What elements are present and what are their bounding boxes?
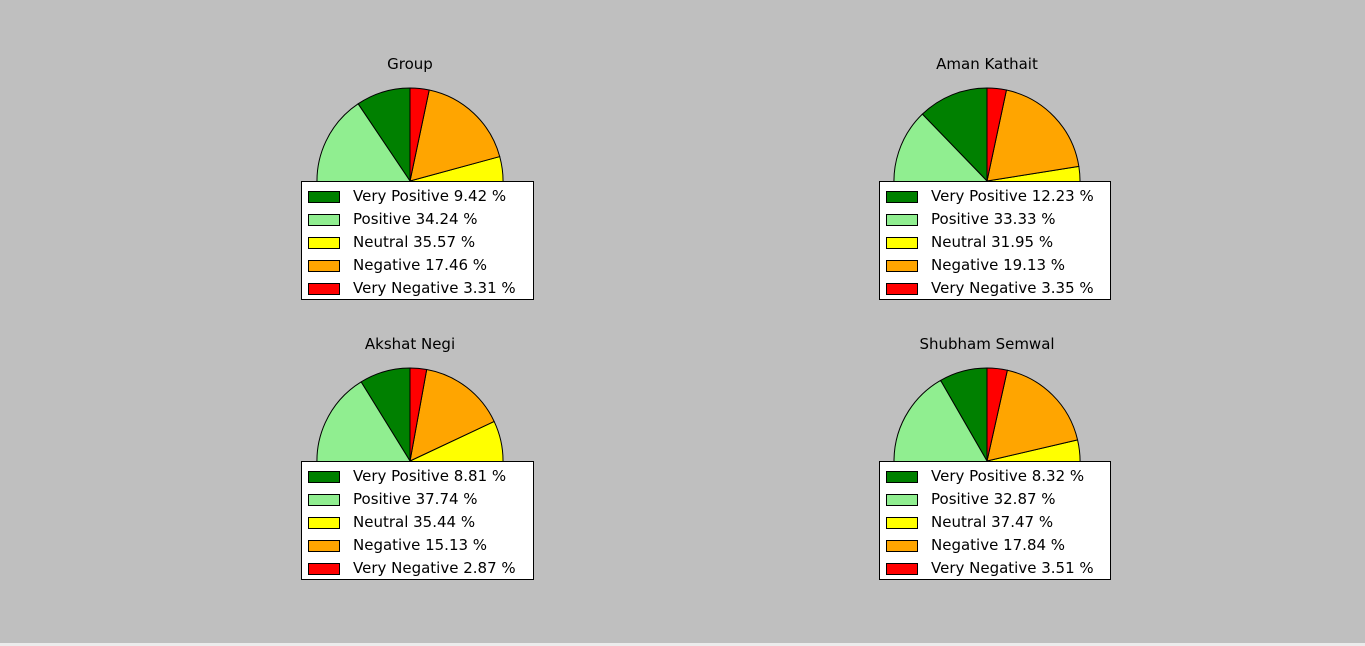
legend-swatch	[886, 494, 918, 506]
legend-label: Neutral 37.47 %	[931, 513, 1054, 531]
legend-swatch	[308, 540, 340, 552]
legend-item: Very Negative 3.31 %	[302, 277, 533, 300]
legend-item: Positive 32.87 %	[880, 488, 1110, 511]
pie-chart-akshat-negi: Akshat Negi Very Positive 8.81 % Positiv…	[290, 290, 534, 580]
legend-swatch	[886, 517, 918, 529]
legend-item: Very Negative 2.87 %	[302, 557, 533, 580]
legend-swatch	[886, 283, 918, 295]
legend-item: Positive 33.33 %	[880, 208, 1110, 231]
legend-group: Very Positive 9.42 % Positive 34.24 % Ne…	[301, 181, 534, 300]
legend-swatch	[308, 494, 340, 506]
legend-label: Positive 33.33 %	[931, 210, 1056, 228]
legend-label: Very Negative 3.31 %	[353, 279, 516, 297]
chart-title-shubham-semwal: Shubham Semwal	[919, 335, 1055, 353]
legend-label: Very Negative 3.51 %	[931, 559, 1094, 577]
legend-shubham-semwal: Very Positive 8.32 % Positive 32.87 % Ne…	[879, 461, 1111, 580]
legend-swatch	[308, 214, 340, 226]
legend-item: Very Negative 3.51 %	[880, 557, 1110, 580]
legend-swatch	[308, 191, 340, 203]
window-bottom-edge	[0, 643, 1365, 646]
legend-swatch	[886, 214, 918, 226]
legend-item: Negative 19.13 %	[880, 254, 1110, 277]
legend-label: Positive 34.24 %	[353, 210, 478, 228]
legend-item: Neutral 35.57 %	[302, 231, 533, 254]
legend-swatch	[886, 471, 918, 483]
legend-item: Very Positive 8.32 %	[880, 465, 1110, 488]
chart-title-aman-kathait: Aman Kathait	[936, 55, 1038, 73]
legend-label: Negative 15.13 %	[353, 536, 488, 554]
legend-label: Negative 17.46 %	[353, 256, 488, 274]
legend-label: Negative 19.13 %	[931, 256, 1066, 274]
legend-akshat-negi: Very Positive 8.81 % Positive 37.74 % Ne…	[301, 461, 534, 580]
legend-item: Very Positive 9.42 %	[302, 185, 533, 208]
legend-label: Very Positive 8.81 %	[353, 467, 507, 485]
legend-label: Very Positive 12.23 %	[931, 187, 1094, 205]
legend-label: Negative 17.84 %	[931, 536, 1066, 554]
legend-swatch	[308, 283, 340, 295]
legend-label: Positive 37.74 %	[353, 490, 478, 508]
legend-item: Very Negative 3.35 %	[880, 277, 1110, 300]
legend-label: Very Negative 2.87 %	[353, 559, 516, 577]
legend-item: Negative 17.84 %	[880, 534, 1110, 557]
pie-slice-4	[986, 369, 1079, 462]
legend-swatch	[886, 237, 918, 249]
chart-title-group: Group	[387, 55, 433, 73]
pie-slice-1	[921, 87, 988, 182]
legend-label: Very Negative 3.35 %	[931, 279, 1094, 297]
pie-chart-group: Group Very Positive 9.42 % Positive 34.2…	[290, 10, 534, 300]
legend-label: Positive 32.87 %	[931, 490, 1056, 508]
pie-slice-4	[409, 369, 495, 462]
legend-swatch	[886, 563, 918, 575]
legend-label: Neutral 35.44 %	[353, 513, 476, 531]
legend-swatch	[308, 260, 340, 272]
pie-slice-4	[986, 89, 1080, 182]
legend-swatch	[886, 191, 918, 203]
legend-swatch	[886, 540, 918, 552]
legend-item: Very Positive 8.81 %	[302, 465, 533, 488]
legend-aman-kathait: Very Positive 12.23 % Positive 33.33 % N…	[879, 181, 1111, 300]
legend-swatch	[308, 563, 340, 575]
legend-item: Negative 17.46 %	[302, 254, 533, 277]
legend-label: Very Positive 9.42 %	[353, 187, 507, 205]
legend-swatch	[308, 517, 340, 529]
legend-item: Positive 37.74 %	[302, 488, 533, 511]
legend-item: Negative 15.13 %	[302, 534, 533, 557]
pie-slice-5	[986, 87, 1007, 182]
legend-swatch	[308, 237, 340, 249]
legend-item: Neutral 31.95 %	[880, 231, 1110, 254]
chart-title-akshat-negi: Akshat Negi	[364, 335, 456, 353]
pie-slice-5	[409, 87, 430, 182]
legend-item: Very Positive 12.23 %	[880, 185, 1110, 208]
legend-swatch	[886, 260, 918, 272]
pie-slice-4	[409, 89, 501, 182]
pie-slice-5	[986, 367, 1008, 462]
legend-item: Positive 34.24 %	[302, 208, 533, 231]
legend-swatch	[308, 471, 340, 483]
pie-chart-aman-kathait: Aman Kathait Very Positive 12.23 % Posit…	[867, 10, 1111, 300]
legend-item: Neutral 37.47 %	[880, 511, 1110, 534]
legend-label: Neutral 31.95 %	[931, 233, 1054, 251]
legend-item: Neutral 35.44 %	[302, 511, 533, 534]
legend-label: Very Positive 8.32 %	[931, 467, 1085, 485]
legend-label: Neutral 35.57 %	[353, 233, 476, 251]
pie-chart-shubham-semwal: Shubham Semwal Very Positive 8.32 % Posi…	[867, 290, 1111, 580]
pie-slice-5	[409, 367, 428, 462]
